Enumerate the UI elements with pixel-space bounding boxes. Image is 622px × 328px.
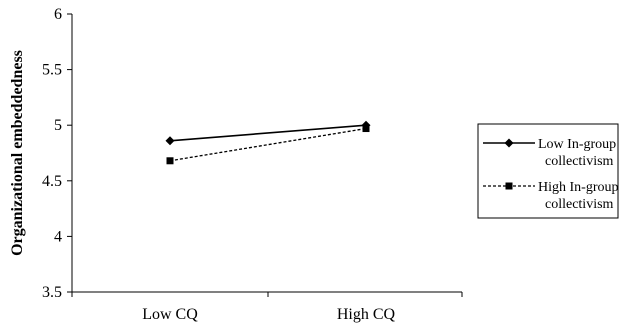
legend-box xyxy=(477,123,619,219)
series-2 xyxy=(166,125,370,165)
legend-label: Low In-group xyxy=(538,137,616,152)
legend-marker-2 xyxy=(505,182,513,190)
y-tick-label: 4 xyxy=(54,228,62,245)
x-ticks: Low CQ High CQ xyxy=(71,292,463,323)
y-axis-label: Organizational embeddedness xyxy=(9,50,26,256)
x-tick-label: High CQ xyxy=(337,306,396,323)
series-layer xyxy=(165,120,371,165)
diamond-marker xyxy=(165,136,175,146)
series-line xyxy=(169,124,367,142)
series-line xyxy=(169,127,367,162)
y-ticks: 3.5 4 4.5 5 5.5 6 xyxy=(42,6,72,301)
legend-marker-1 xyxy=(504,138,514,148)
square-marker xyxy=(362,125,370,133)
y-tick-label: 5 xyxy=(54,117,62,134)
legend: Low In-group collectivism High In-group col… xyxy=(477,123,619,219)
y-tick-label: 5.5 xyxy=(42,62,62,79)
legend-label: collectivism xyxy=(545,154,614,169)
x-tick-label: Low CQ xyxy=(142,306,198,323)
y-tick-label: 4.5 xyxy=(42,173,62,190)
y-tick-label: 3.5 xyxy=(42,284,62,301)
y-tick-label: 6 xyxy=(54,6,62,23)
legend-label: High In-group xyxy=(538,180,619,195)
legend-label: collectivism xyxy=(545,197,614,212)
square-marker xyxy=(166,157,174,165)
axes xyxy=(71,14,462,293)
